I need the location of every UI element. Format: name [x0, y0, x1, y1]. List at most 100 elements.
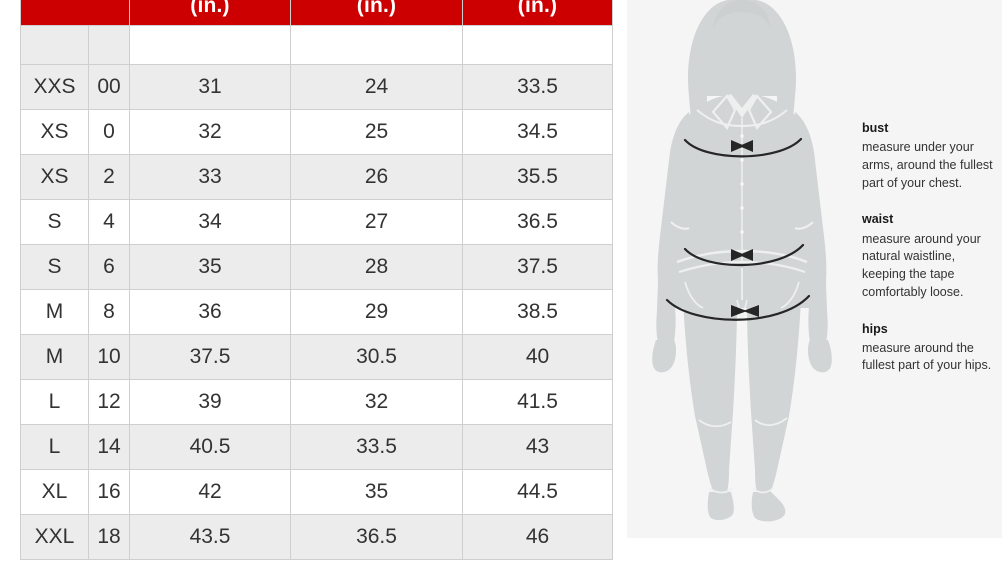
column-header-size: Size [19, 0, 131, 26]
cell-waist: 33.5 [290, 424, 464, 470]
cell-size-number: 12 [87, 379, 131, 425]
cell-bust: 31 [129, 64, 292, 110]
figure-body [652, 0, 832, 522]
table-row: L 14 40.5 33.5 43 [20, 424, 614, 470]
guide-block-waist: waist measure around your natural waistl… [862, 210, 994, 301]
cell-bust: 40.5 [129, 424, 292, 470]
cell-waist: 30.5 [290, 334, 464, 380]
cell-size-number: 16 [87, 469, 131, 515]
cell-bust: 37.5 [129, 334, 292, 380]
guide-term-waist: waist [862, 212, 894, 227]
cell-size-number: 00 [87, 64, 131, 110]
cell-hip: 38.5 [462, 289, 614, 335]
cell-size-number: 8 [87, 289, 131, 335]
cell-waist: 35 [290, 469, 464, 515]
cell-hip: 37.5 [462, 244, 614, 290]
cell-waist: 25 [290, 109, 464, 155]
column-header-waist: Waist (in.) [290, 0, 464, 26]
cell-waist: 36.5 [290, 514, 464, 560]
guide-block-bust: bust measure under your arms, around the… [862, 119, 994, 192]
table-header: Size Bust (in.) Waist (in.) Hip (in.) [19, 0, 614, 26]
guide-description-waist: measure around your natural waistline, k… [862, 231, 981, 299]
ghost-cell [20, 25, 89, 65]
header-row: Size Bust (in.) Waist (in.) Hip (in.) [19, 0, 614, 26]
cell-size-number: 4 [87, 199, 131, 245]
cell-bust: 35 [129, 244, 292, 290]
table-body: XXS 00 31 24 33.5 XS 0 32 25 34.5 XS 2 33 26 35.5 S 4 34 2… [20, 64, 614, 560]
cell-waist: 24 [290, 64, 464, 110]
guide-term-hips: hips [862, 321, 888, 336]
guide-description-bust: measure under your arms, around the full… [862, 140, 993, 190]
cell-size-label: M [20, 334, 89, 380]
cell-size-number: 14 [87, 424, 131, 470]
cell-size-label: L [20, 424, 89, 470]
ghost-cell [462, 25, 614, 65]
cell-hip: 36.5 [462, 199, 614, 245]
cell-waist: 26 [290, 154, 464, 200]
ghost-cell [129, 25, 292, 65]
cell-bust: 32 [129, 109, 292, 155]
cell-size-number: 18 [87, 514, 131, 560]
table-row: M 8 36 29 38.5 [20, 289, 614, 335]
cell-hip: 46 [462, 514, 614, 560]
cell-size-label: XS [20, 154, 89, 200]
bust-measure-arrow [683, 137, 803, 158]
cell-size-label: S [20, 244, 89, 290]
table-row: XXS 00 31 24 33.5 [20, 64, 614, 110]
column-header-bust: Bust (in.) [129, 0, 292, 26]
cell-hip: 40 [462, 334, 614, 380]
cell-hip: 41.5 [462, 379, 614, 425]
ghost-cell [290, 25, 464, 65]
cell-bust: 34 [129, 199, 292, 245]
cell-size-number: 0 [87, 109, 131, 155]
measurement-arrows [665, 137, 811, 321]
cell-size-label: S [20, 199, 89, 245]
cell-bust: 39 [129, 379, 292, 425]
female-figure-illustration [652, 0, 832, 522]
cell-size-label: L [20, 379, 89, 425]
cell-bust: 43.5 [129, 514, 292, 560]
column-header-hip-unit: (in.) [517, 0, 558, 17]
column-header-bust-unit: (in.) [190, 0, 230, 17]
size-chart-table: Size Bust (in.) Waist (in.) Hip (in.) XX… [19, 0, 614, 560]
guide-term-bust: bust [862, 121, 889, 135]
column-header-size-label: Size [54, 0, 97, 5]
cell-bust: 42 [129, 469, 292, 515]
table-row: XL 16 42 35 44.5 [20, 469, 614, 515]
cell-bust: 36 [129, 289, 292, 335]
figure-panel [627, 0, 1002, 538]
table-row: L 12 39 32 41.5 [20, 379, 614, 425]
cell-hip: 35.5 [462, 154, 614, 200]
cell-hip: 33.5 [462, 64, 614, 110]
waist-measure-arrow [683, 243, 805, 267]
table-row: S 6 35 28 37.5 [20, 244, 614, 290]
cell-size-label: XXS [20, 64, 89, 110]
table-row-partial [20, 25, 614, 65]
guide-block-hips: hips measure around the fullest part of … [862, 320, 994, 376]
table-row: XS 2 33 26 35.5 [20, 154, 614, 200]
cell-size-label: XS [20, 109, 89, 155]
table-row: XS 0 32 25 34.5 [20, 109, 614, 155]
cell-size-label: M [20, 289, 89, 335]
cell-waist: 32 [290, 379, 464, 425]
cell-bust: 33 [129, 154, 292, 200]
column-header-hip: Hip (in.) [462, 0, 614, 26]
cell-size-number: 6 [87, 244, 131, 290]
cell-waist: 28 [290, 244, 464, 290]
guide-description-hips: measure around the fullest part of your … [862, 340, 992, 373]
cell-hip: 34.5 [462, 109, 614, 155]
cell-size-label: XL [20, 469, 89, 515]
cell-size-number: 2 [87, 154, 131, 200]
cell-size-number: 10 [87, 334, 131, 380]
cell-waist: 27 [290, 199, 464, 245]
cell-hip: 44.5 [462, 469, 614, 515]
cell-hip: 43 [462, 424, 614, 470]
table-row: S 4 34 27 36.5 [20, 199, 614, 245]
hips-measure-arrow [665, 294, 811, 321]
ghost-cell [87, 25, 131, 65]
measurement-guide: bust measure under your arms, around the… [862, 119, 994, 375]
table-row: M 10 37.5 30.5 40 [20, 334, 614, 380]
column-header-waist-unit: (in.) [356, 0, 397, 17]
cell-waist: 29 [290, 289, 464, 335]
table-row: XXL 18 43.5 36.5 46 [20, 514, 614, 560]
